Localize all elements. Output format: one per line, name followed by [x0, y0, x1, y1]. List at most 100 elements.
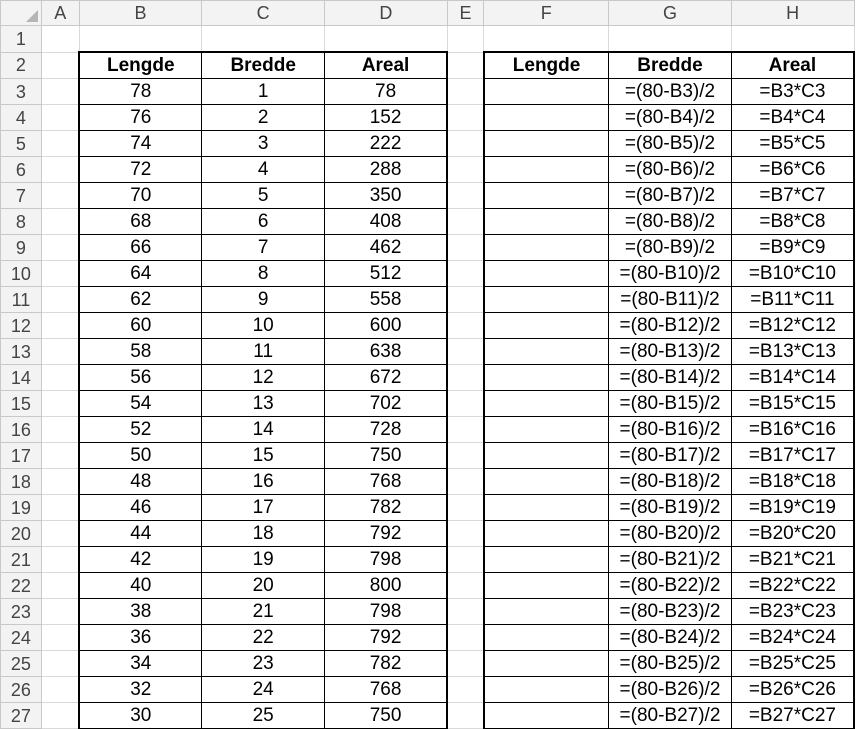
- row-header-20[interactable]: 20: [0, 520, 42, 547]
- cell-a25[interactable]: [40, 650, 80, 677]
- cell-e20[interactable]: [446, 520, 485, 547]
- column-header-b[interactable]: B: [78, 0, 203, 26]
- cell-b9[interactable]: 66: [78, 234, 203, 261]
- cell-d19[interactable]: 782: [324, 494, 449, 521]
- cell-e19[interactable]: [446, 494, 485, 521]
- cell-a14[interactable]: [40, 364, 80, 391]
- cell-h20[interactable]: =B20*C20: [730, 520, 855, 547]
- cell-f4[interactable]: [482, 104, 610, 131]
- cell-e9[interactable]: [446, 234, 485, 261]
- cell-b27[interactable]: 30: [78, 702, 203, 729]
- cell-f11[interactable]: [482, 286, 610, 313]
- cell-c7[interactable]: 5: [201, 182, 325, 209]
- cell-d4[interactable]: 152: [324, 104, 449, 131]
- cell-a8[interactable]: [40, 208, 80, 235]
- cell-f19[interactable]: [482, 494, 610, 521]
- cell-f2[interactable]: Lengde: [482, 51, 610, 79]
- cell-d11[interactable]: 558: [324, 286, 449, 313]
- cell-c25[interactable]: 23: [201, 650, 325, 677]
- cell-h24[interactable]: =B24*C24: [730, 624, 855, 651]
- cell-g1[interactable]: [608, 25, 732, 53]
- cell-b17[interactable]: 50: [78, 442, 203, 469]
- cell-b18[interactable]: 48: [78, 468, 203, 495]
- cell-e5[interactable]: [446, 130, 485, 157]
- cell-a22[interactable]: [40, 572, 80, 599]
- cell-b13[interactable]: 58: [78, 338, 203, 365]
- cell-h18[interactable]: =B18*C18: [730, 468, 855, 495]
- cell-h11[interactable]: =B11*C11: [730, 286, 855, 313]
- cell-h21[interactable]: =B21*C21: [730, 546, 855, 573]
- column-header-e[interactable]: E: [446, 0, 485, 26]
- cell-e3[interactable]: [446, 78, 485, 105]
- cell-h17[interactable]: =B17*C17: [730, 442, 855, 469]
- cell-g26[interactable]: =(80-B26)/2: [608, 676, 732, 703]
- cell-f8[interactable]: [482, 208, 610, 235]
- cell-f22[interactable]: [482, 572, 610, 599]
- column-header-f[interactable]: F: [483, 0, 610, 26]
- cell-h7[interactable]: =B7*C7: [730, 182, 855, 209]
- cell-d12[interactable]: 600: [324, 312, 449, 339]
- cell-b21[interactable]: 42: [78, 546, 203, 573]
- row-header-25[interactable]: 25: [0, 650, 42, 677]
- cell-b14[interactable]: 56: [78, 364, 203, 391]
- row-header-2[interactable]: 2: [0, 51, 42, 79]
- cell-g15[interactable]: =(80-B15)/2: [608, 390, 732, 417]
- cell-b19[interactable]: 46: [78, 494, 203, 521]
- cell-h10[interactable]: =B10*C10: [730, 260, 855, 287]
- cell-d25[interactable]: 782: [324, 650, 449, 677]
- cell-c15[interactable]: 13: [201, 390, 325, 417]
- row-header-22[interactable]: 22: [0, 572, 42, 599]
- cell-h23[interactable]: =B23*C23: [730, 598, 855, 625]
- cell-g16[interactable]: =(80-B16)/2: [608, 416, 732, 443]
- cell-c27[interactable]: 25: [201, 702, 325, 729]
- row-header-1[interactable]: 1: [0, 25, 42, 53]
- cell-d6[interactable]: 288: [324, 156, 449, 183]
- cell-c4[interactable]: 2: [201, 104, 325, 131]
- cell-h2[interactable]: Areal: [730, 51, 855, 79]
- cell-d21[interactable]: 798: [324, 546, 449, 573]
- cell-b26[interactable]: 32: [78, 676, 203, 703]
- cell-h15[interactable]: =B15*C15: [730, 390, 855, 417]
- row-header-27[interactable]: 27: [0, 702, 42, 729]
- cell-c14[interactable]: 12: [201, 364, 325, 391]
- cell-h13[interactable]: =B13*C13: [730, 338, 855, 365]
- row-header-24[interactable]: 24: [0, 624, 42, 651]
- cell-b15[interactable]: 54: [78, 390, 203, 417]
- row-header-13[interactable]: 13: [0, 338, 42, 365]
- cell-h27[interactable]: =B27*C27: [730, 702, 855, 729]
- cell-b20[interactable]: 44: [78, 520, 203, 547]
- cell-e16[interactable]: [446, 416, 485, 443]
- cell-b4[interactable]: 76: [78, 104, 203, 131]
- cell-f15[interactable]: [482, 390, 610, 417]
- cell-b16[interactable]: 52: [78, 416, 203, 443]
- cell-g23[interactable]: =(80-B23)/2: [608, 598, 732, 625]
- cell-g7[interactable]: =(80-B7)/2: [608, 182, 732, 209]
- cell-d7[interactable]: 350: [324, 182, 449, 209]
- cell-g3[interactable]: =(80-B3)/2: [608, 78, 732, 105]
- cell-e23[interactable]: [446, 598, 485, 625]
- cell-a3[interactable]: [40, 78, 80, 105]
- cell-c26[interactable]: 24: [201, 676, 325, 703]
- row-header-23[interactable]: 23: [0, 598, 42, 625]
- cell-c19[interactable]: 17: [201, 494, 325, 521]
- cell-d20[interactable]: 792: [324, 520, 449, 547]
- cell-e7[interactable]: [446, 182, 485, 209]
- cell-g25[interactable]: =(80-B25)/2: [608, 650, 732, 677]
- row-header-16[interactable]: 16: [0, 416, 42, 443]
- cell-e27[interactable]: [446, 702, 485, 729]
- cell-g21[interactable]: =(80-B21)/2: [608, 546, 732, 573]
- cell-g14[interactable]: =(80-B14)/2: [608, 364, 732, 391]
- cell-g19[interactable]: =(80-B19)/2: [608, 494, 732, 521]
- cell-b10[interactable]: 64: [78, 260, 203, 287]
- column-header-d[interactable]: D: [324, 0, 448, 26]
- cell-f13[interactable]: [482, 338, 610, 365]
- cell-a23[interactable]: [40, 598, 80, 625]
- cell-a19[interactable]: [40, 494, 80, 521]
- cell-h12[interactable]: =B12*C12: [730, 312, 855, 339]
- cell-h1[interactable]: [730, 25, 855, 53]
- row-header-4[interactable]: 4: [0, 104, 42, 131]
- cell-c10[interactable]: 8: [201, 260, 325, 287]
- cell-e6[interactable]: [446, 156, 485, 183]
- cell-c18[interactable]: 16: [201, 468, 325, 495]
- cell-a26[interactable]: [40, 676, 80, 703]
